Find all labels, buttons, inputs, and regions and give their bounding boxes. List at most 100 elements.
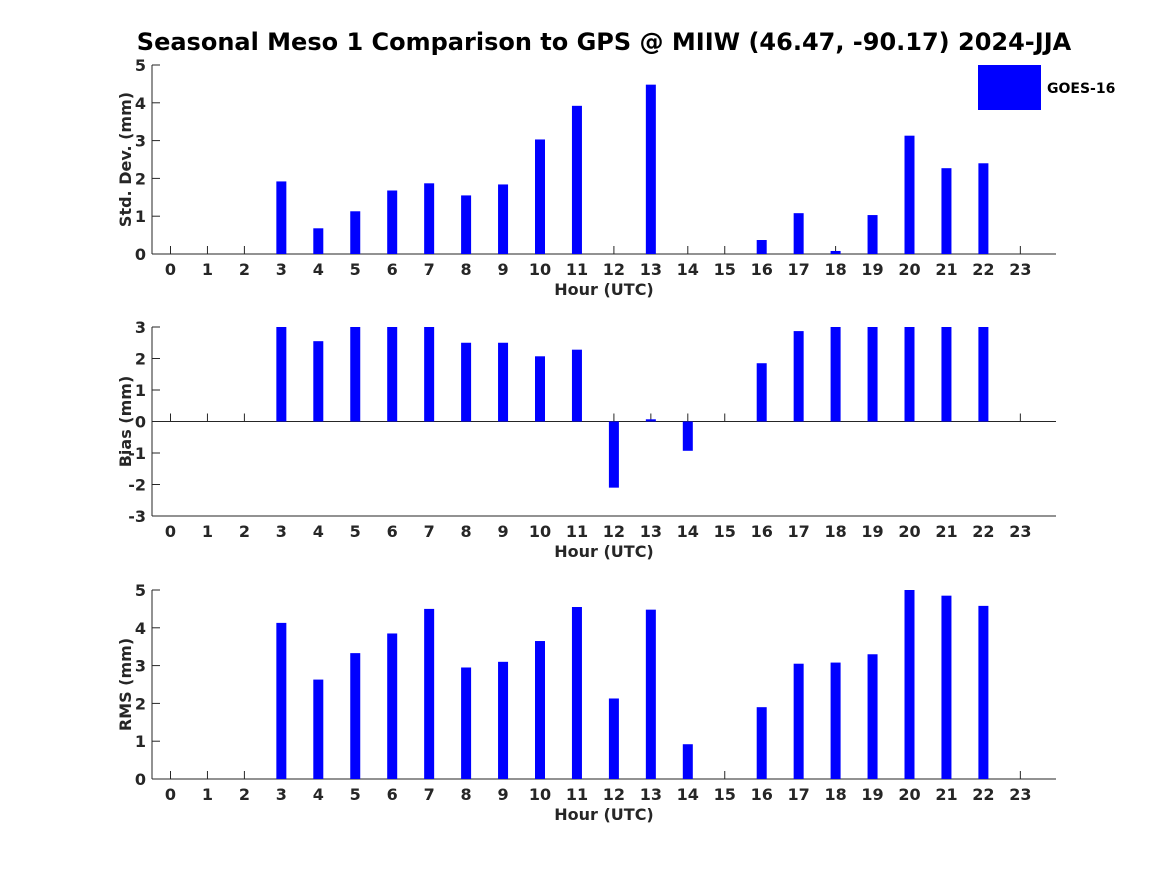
x-tick-label: 11	[566, 522, 588, 541]
x-tick-label: 23	[1009, 522, 1031, 541]
x-tick-label: 3	[276, 785, 287, 804]
bar-bias	[535, 356, 545, 422]
x-tick-label: 10	[529, 785, 551, 804]
bar-rms	[830, 662, 841, 779]
x-tick-label: 13	[640, 522, 662, 541]
x-tick-label: 18	[824, 260, 846, 279]
x-tick-label: 19	[861, 522, 883, 541]
x-tick-label: 23	[1009, 260, 1031, 279]
x-axis-label: Hour (UTC)	[554, 805, 654, 824]
bar-rms	[424, 608, 435, 779]
bar-bias	[571, 349, 582, 422]
y-tick-label: 3	[135, 132, 146, 151]
bar-rms	[535, 641, 545, 779]
x-tick-label: 2	[239, 260, 250, 279]
bar-stddev	[978, 163, 989, 254]
x-tick-label: 3	[276, 522, 287, 541]
bar-bias	[313, 341, 324, 422]
x-tick-label: 4	[313, 522, 324, 541]
x-tick-label: 8	[461, 260, 472, 279]
x-tick-label: 4	[313, 260, 324, 279]
x-tick-label: 16	[751, 260, 773, 279]
bar-rms	[941, 595, 952, 779]
bar-rms	[276, 622, 287, 779]
x-tick-label: 21	[935, 260, 957, 279]
bar-bias	[461, 342, 472, 422]
x-tick-label: 7	[424, 260, 435, 279]
bar-stddev	[830, 250, 841, 254]
y-tick-label: 2	[135, 350, 146, 369]
bar-bias	[978, 327, 989, 422]
x-tick-label: 9	[497, 785, 508, 804]
bar-bias	[867, 327, 878, 422]
x-tick-label: 17	[788, 522, 810, 541]
legend-swatch	[978, 65, 1041, 110]
x-tick-label: 0	[165, 260, 176, 279]
bar-rms	[904, 590, 915, 779]
bar-rms	[645, 609, 656, 779]
bar-bias	[756, 363, 767, 422]
x-tick-label: 6	[387, 785, 398, 804]
bar-stddev	[941, 168, 952, 254]
x-tick-label: 14	[677, 522, 699, 541]
y-tick-label: 1	[135, 381, 146, 400]
y-tick-label: 5	[135, 56, 146, 75]
x-tick-label: 2	[239, 785, 250, 804]
x-tick-label: 0	[165, 785, 176, 804]
x-tick-label: 8	[461, 785, 472, 804]
bar-stddev	[535, 139, 545, 254]
x-tick-label: 20	[898, 522, 920, 541]
bar-rms	[571, 607, 582, 779]
bar-rms	[313, 679, 324, 779]
x-tick-label: 5	[350, 785, 361, 804]
x-tick-label: 21	[935, 785, 957, 804]
bar-bias	[682, 421, 693, 451]
bar-bias	[608, 421, 619, 488]
x-tick-label: 12	[603, 522, 625, 541]
bar-stddev	[350, 211, 361, 254]
legend-label: GOES-16	[1047, 81, 1115, 97]
x-tick-label: 23	[1009, 785, 1031, 804]
x-tick-label: 11	[566, 260, 588, 279]
x-tick-label: 12	[603, 260, 625, 279]
bar-bias	[424, 327, 435, 422]
x-tick-label: 8	[461, 522, 472, 541]
y-tick-label: 2	[135, 169, 146, 188]
y-tick-label: 3	[135, 657, 146, 676]
y-axis-label: RMS (mm)	[116, 638, 135, 731]
bar-stddev	[904, 135, 915, 254]
bar-stddev	[313, 228, 324, 254]
y-axis-label: Bias (mm)	[116, 376, 135, 468]
bar-bias	[350, 327, 361, 422]
x-tick-label: 15	[714, 260, 736, 279]
y-tick-label: 0	[135, 770, 146, 789]
x-tick-label: 16	[751, 785, 773, 804]
bar-stddev	[498, 184, 509, 254]
bar-bias	[276, 327, 287, 422]
bar-rms	[608, 698, 619, 779]
bar-bias	[793, 331, 804, 422]
x-tick-label: 20	[898, 785, 920, 804]
x-tick-label: 21	[935, 522, 957, 541]
bar-bias	[830, 327, 841, 422]
y-tick-label: 3	[135, 318, 146, 337]
x-tick-label: 6	[387, 260, 398, 279]
x-tick-label: 10	[529, 260, 551, 279]
x-tick-label: 1	[202, 785, 213, 804]
x-axis-label: Hour (UTC)	[554, 280, 654, 299]
x-tick-label: 4	[313, 785, 324, 804]
bar-bias	[498, 342, 509, 422]
x-tick-label: 15	[714, 522, 736, 541]
x-tick-label: 17	[788, 785, 810, 804]
x-tick-label: 7	[424, 522, 435, 541]
y-tick-label: -2	[128, 476, 146, 495]
x-tick-label: 10	[529, 522, 551, 541]
x-tick-label: 5	[350, 260, 361, 279]
x-tick-label: 6	[387, 522, 398, 541]
bar-stddev	[645, 84, 656, 254]
x-tick-label: 0	[165, 522, 176, 541]
bar-bias	[941, 327, 952, 422]
x-tick-label: 22	[972, 260, 994, 279]
x-tick-label: 15	[714, 785, 736, 804]
